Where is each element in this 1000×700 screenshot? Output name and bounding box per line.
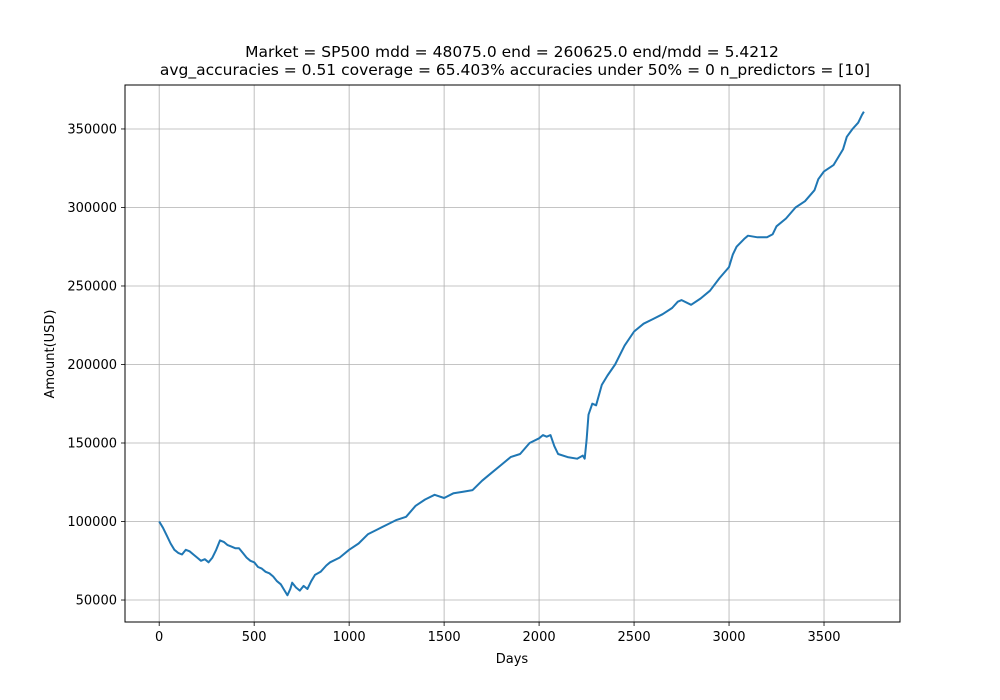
plot-area-frame bbox=[124, 84, 901, 623]
x-tick-label: 500 bbox=[242, 630, 267, 645]
y-tick-label: 250000 bbox=[67, 279, 117, 294]
y-tick-label: 50000 bbox=[76, 594, 117, 609]
y-tick-label: 350000 bbox=[67, 122, 117, 137]
x-tick-label: 3500 bbox=[807, 630, 840, 645]
chart-title-line-2: avg_accuracies = 0.51 coverage = 65.403%… bbox=[160, 61, 870, 80]
x-tick-label: 3000 bbox=[712, 630, 745, 645]
y-axis-label: Amount(USD) bbox=[43, 309, 58, 398]
x-tick-label: 1000 bbox=[333, 630, 366, 645]
x-tick-label: 1500 bbox=[428, 630, 461, 645]
grid-lines bbox=[125, 85, 900, 622]
x-tick-label: 2500 bbox=[618, 630, 651, 645]
y-tick-label: 100000 bbox=[67, 515, 117, 530]
chart-title-line-1: Market = SP500 mdd = 48075.0 end = 26062… bbox=[245, 43, 779, 61]
equity-curve-line bbox=[158, 111, 865, 597]
y-tick-label: 300000 bbox=[67, 201, 117, 216]
x-axis-label: Days bbox=[496, 652, 529, 667]
x-tick-label: 2000 bbox=[523, 630, 556, 645]
y-axis-ticks: 50000 100000 150000 200000 250000 300000 35000… bbox=[67, 122, 125, 609]
y-tick-label: 200000 bbox=[67, 358, 117, 373]
y-tick-label: 150000 bbox=[67, 437, 117, 452]
x-tick-label: 0 bbox=[155, 630, 163, 645]
x-axis-ticks: 0 500 1000 1500 2000 2500 3000 3500 bbox=[155, 622, 841, 645]
